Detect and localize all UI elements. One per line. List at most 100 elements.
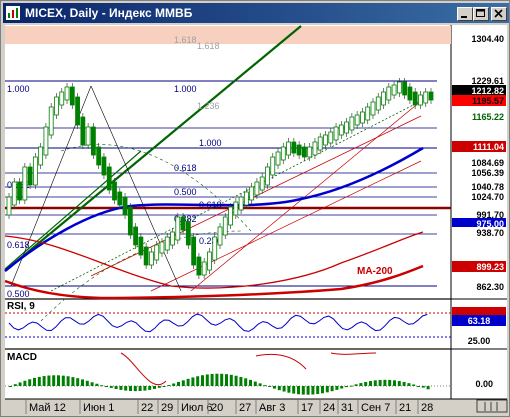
macd-bar: [321, 386, 324, 394]
date-label: 22: [141, 402, 153, 414]
price-tag-label: 1084.69: [471, 158, 504, 168]
date-label: 17: [301, 402, 313, 414]
macd-bar: [345, 386, 348, 388]
price-panel[interactable]: [5, 25, 451, 298]
macd-bar: [90, 382, 94, 386]
fib-label: 0.618: [174, 163, 197, 173]
fib-label: 1.618: [174, 35, 197, 45]
macd-bar: [162, 386, 166, 387]
rsi-panel[interactable]: [5, 300, 451, 348]
macd-bar: [205, 374, 209, 386]
candle-body: [275, 151, 281, 166]
macd-bar: [215, 373, 219, 386]
date-label: 21: [399, 402, 411, 414]
candle-body: [101, 156, 107, 176]
window-title: MICEX, Daily - Индекс ММВБ: [25, 6, 193, 20]
candle-body: [91, 126, 96, 156]
ma-200-line: [4, 264, 424, 300]
macd-bar: [258, 383, 262, 386]
close-button[interactable]: [491, 7, 507, 21]
candle-body: [154, 244, 160, 261]
macd-bar: [330, 386, 334, 392]
candle-body: [59, 91, 65, 106]
candle-body: [64, 86, 70, 101]
macd-bar: [138, 386, 142, 391]
candle-body: [185, 221, 191, 246]
macd-bar: [349, 385, 353, 387]
candle-body: [365, 106, 371, 121]
macd-bar: [153, 386, 156, 389]
macd-signal-line: [120, 352, 167, 385]
date-label: 20: [211, 402, 223, 414]
macd-bar: [234, 375, 238, 386]
candle-body: [418, 94, 423, 106]
rsi-line: [8, 313, 428, 333]
close-icon: [494, 9, 503, 18]
candle-body: [149, 251, 154, 266]
macd-bar: [316, 386, 320, 395]
macd-bar: [201, 375, 204, 386]
macd-bar: [57, 375, 60, 386]
price-tag-label: 1229.61: [471, 76, 504, 86]
minimize-icon: [461, 16, 467, 18]
macd-bar: [229, 374, 233, 386]
macd-bar: [13, 384, 17, 386]
price-tag: [452, 167, 506, 178]
macd-bar: [417, 386, 420, 387]
macd-bar: [325, 386, 329, 393]
price-tag: [452, 141, 506, 152]
macd-bar: [66, 376, 70, 386]
macd-bar: [311, 386, 315, 395]
candle-body: [38, 146, 44, 166]
maximize-button[interactable]: [473, 7, 489, 21]
price-tag: [452, 218, 506, 229]
rsi-label: RSI, 9: [7, 301, 35, 312]
minimize-button[interactable]: [457, 7, 473, 21]
candle-body: [217, 226, 223, 246]
rsi-value: 63.18: [468, 316, 491, 326]
candle-body: [360, 111, 365, 124]
candle-body: [212, 236, 218, 261]
macd-bar: [225, 374, 228, 386]
macd-bar: [239, 376, 243, 386]
candle-body: [338, 124, 344, 136]
candle-body: [138, 236, 144, 256]
macd-bar: [42, 376, 46, 386]
macd-bar: [61, 375, 65, 386]
date-label: Июн 1: [83, 402, 114, 414]
macd-value: 0.00: [475, 379, 493, 389]
macd-bar: [373, 380, 377, 386]
candle-body: [80, 116, 86, 146]
price-tag: [452, 191, 506, 202]
candle-body: [6, 196, 12, 216]
macd-bar: [143, 386, 147, 391]
scroll-handle[interactable]: [476, 399, 508, 413]
candle-body: [17, 181, 22, 201]
price-tag: [452, 209, 506, 220]
macd-bar: [167, 385, 171, 387]
fib-label: 0.618: [199, 200, 222, 210]
candle-body: [112, 181, 117, 201]
title-bar[interactable]: MICEX, Daily - Индекс ММВБ: [3, 3, 509, 23]
ma-blue: [4, 146, 424, 272]
date-label: 31: [341, 402, 353, 414]
macd-bar: [220, 373, 224, 386]
price-tag: [452, 85, 506, 96]
price-tag-label: 1212.82: [471, 86, 504, 96]
candle-body: [164, 236, 170, 251]
fib-extension-zone: [5, 26, 451, 44]
candle-body: [354, 114, 360, 126]
trend-channel-upper: [4, 25, 302, 272]
macd-bar: [114, 386, 118, 390]
candle-body: [127, 206, 133, 236]
fib-label: 0.618: [7, 240, 30, 250]
fib-label: 1.000: [174, 84, 197, 94]
candle-body: [328, 131, 334, 144]
candle-body: [254, 181, 260, 196]
rsi-value-tag: [452, 315, 506, 326]
candle-body: [175, 216, 181, 241]
price-tag-label: 862.30: [476, 282, 504, 292]
candle-body: [75, 96, 80, 126]
